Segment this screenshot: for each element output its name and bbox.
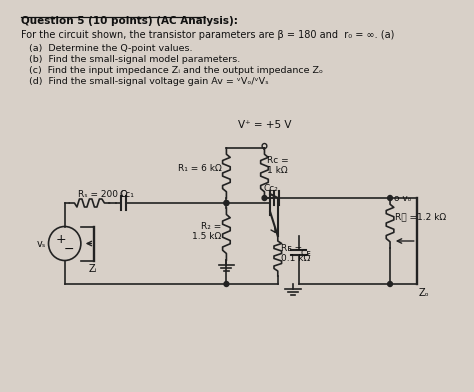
Text: Cᴄ₂: Cᴄ₂ (264, 184, 279, 193)
Text: Zₒ: Zₒ (419, 288, 429, 298)
Text: (d)  Find the small-signal voltage gain Av = ᵛVₒ/ᵛVₛ: (d) Find the small-signal voltage gain A… (28, 77, 268, 86)
Circle shape (224, 200, 229, 205)
Text: vₛ: vₛ (36, 238, 46, 249)
Text: Rᴇ =
0.1 kΩ: Rᴇ = 0.1 kΩ (281, 244, 310, 263)
Text: Rᴄ =
1 kΩ: Rᴄ = 1 kΩ (267, 156, 289, 175)
Text: +: + (55, 233, 66, 246)
Text: −: − (63, 243, 74, 256)
Circle shape (388, 196, 392, 200)
Text: Zᵢ: Zᵢ (89, 263, 97, 274)
Text: R₁ = 6 kΩ: R₁ = 6 kΩ (178, 164, 222, 173)
Text: R᰹ =1.2 kΩ: R᰹ =1.2 kΩ (395, 212, 446, 221)
Circle shape (388, 281, 392, 287)
Text: (a)  Determine the Q-point values.: (a) Determine the Q-point values. (28, 44, 192, 53)
Circle shape (262, 196, 267, 200)
Text: Cᴇ: Cᴇ (301, 249, 311, 258)
Text: V⁺ = +5 V: V⁺ = +5 V (238, 120, 291, 130)
Circle shape (224, 200, 229, 205)
Text: R₂ =
1.5 kΩ: R₂ = 1.5 kΩ (192, 222, 222, 241)
Text: Rₛ = 200 Ω: Rₛ = 200 Ω (78, 190, 128, 199)
Text: Cᴄ₁: Cᴄ₁ (120, 190, 135, 199)
Text: (b)  Find the small-signal model parameters.: (b) Find the small-signal model paramete… (28, 55, 240, 64)
Text: o vₒ: o vₒ (394, 194, 411, 203)
Text: (c)  Find the input impedance Zᵢ and the output impedance Zₒ: (c) Find the input impedance Zᵢ and the … (28, 66, 322, 75)
Text: For the circuit shown, the transistor parameters are β = 180 and  r₀ = ∞. (a): For the circuit shown, the transistor pa… (21, 30, 394, 40)
Text: Question 5 (10 points) (AC Analysis):: Question 5 (10 points) (AC Analysis): (21, 16, 238, 26)
Circle shape (224, 281, 229, 287)
